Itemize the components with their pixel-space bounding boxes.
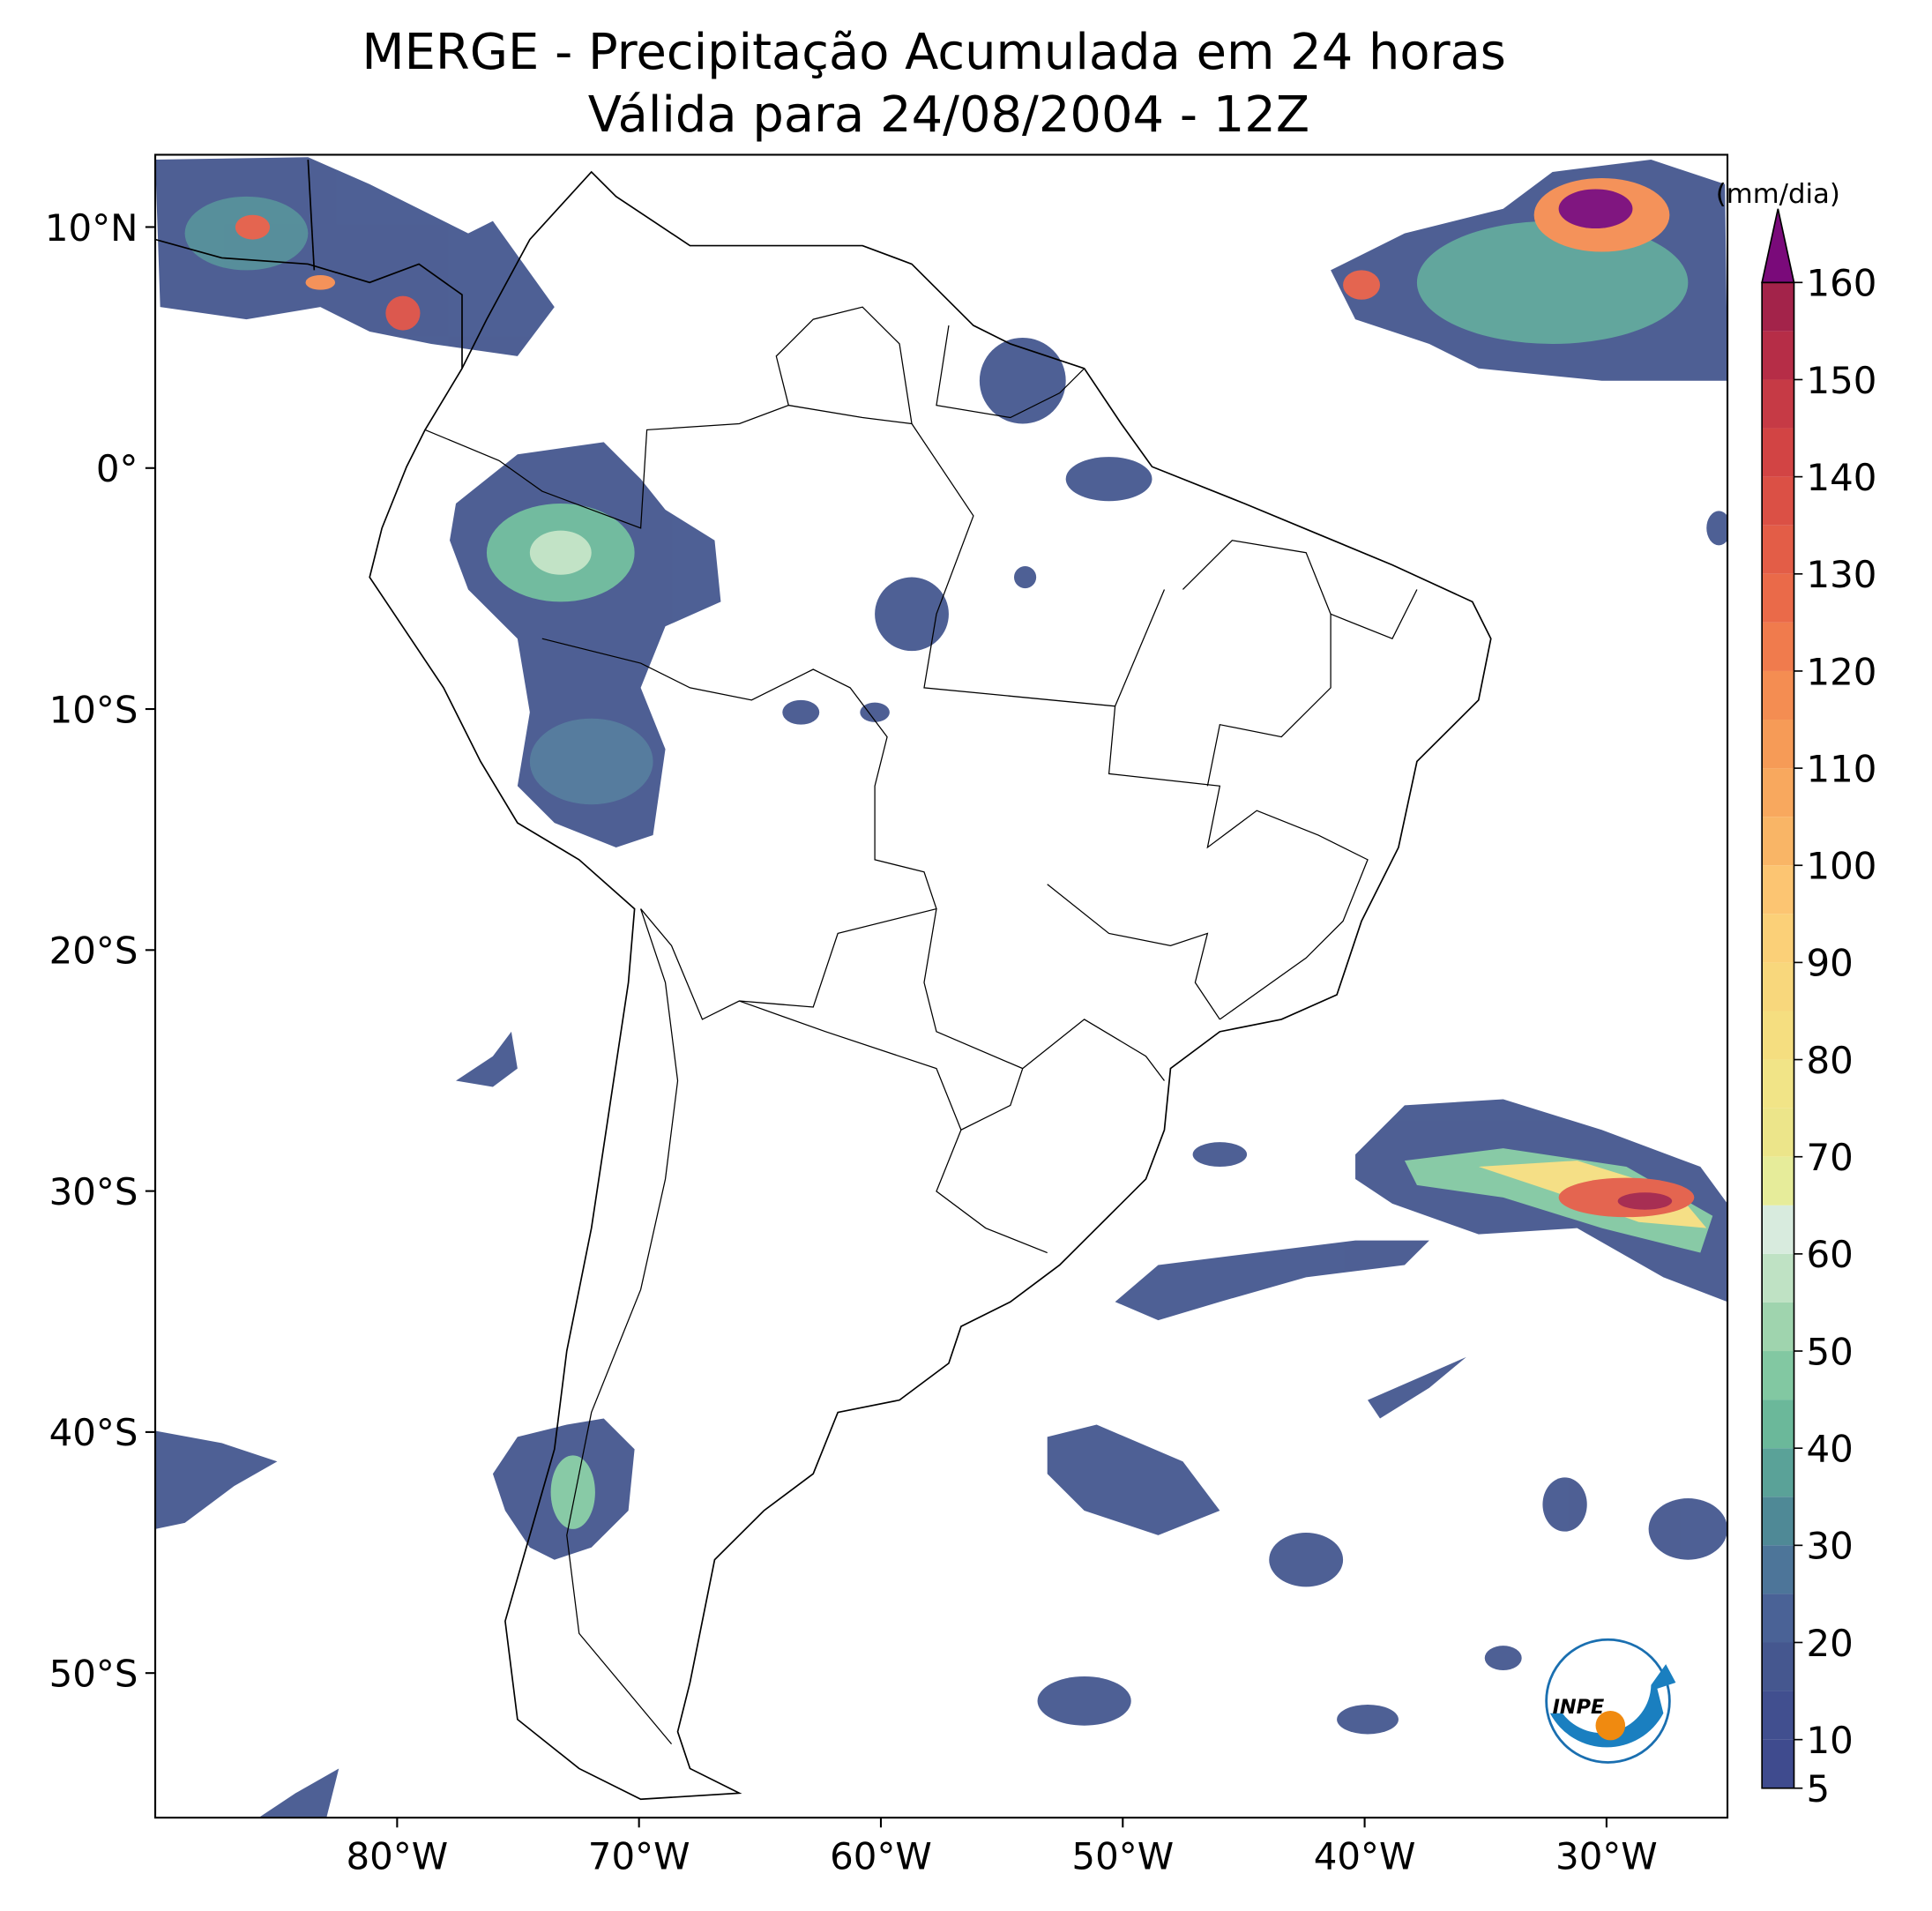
colorbar-band	[1762, 1545, 1794, 1594]
map-area: INPE	[155, 157, 1728, 1818]
y-tick-label: 20°S	[49, 929, 138, 973]
colorbar-label: (mm/dia)	[1716, 179, 1840, 210]
coastlines	[155, 160, 1492, 1801]
colorbar-band	[1762, 476, 1794, 526]
y-tick-label: 10°S	[49, 688, 138, 731]
plot-frame	[154, 153, 1729, 1819]
colorbar-frame	[1761, 281, 1795, 1789]
colorbar-band	[1762, 622, 1794, 671]
title: MERGE - Precipitação Acumulada em 24 hor…	[362, 24, 1506, 81]
colorbar-tick-label: 40	[1806, 1428, 1853, 1471]
x-tick-label: 80°W	[347, 1835, 449, 1878]
colorbar-band	[1762, 379, 1794, 429]
colorbar-band	[1762, 1205, 1794, 1254]
colorbar-band	[1762, 282, 1794, 332]
colorbar-band	[1762, 1497, 1794, 1546]
colorbar-tick-label: 70	[1806, 1136, 1853, 1179]
precipitation	[155, 157, 1728, 1818]
x-tick-label: 30°W	[1555, 1835, 1658, 1878]
colorbar-band	[1762, 1691, 1794, 1740]
x-tick-label: 50°W	[1071, 1835, 1174, 1878]
colorbar-band	[1762, 962, 1794, 1011]
colorbar-tick-label: 80	[1806, 1039, 1853, 1082]
colorbar-tick-label: 100	[1806, 845, 1876, 888]
y-tick-label: 0°	[96, 447, 138, 490]
logo: INPE	[1545, 1638, 1676, 1764]
colorbar-band	[1762, 331, 1794, 380]
subtitle: Válida para 24/08/2004 - 12Z	[588, 86, 1309, 144]
y-tick-label: 40°S	[49, 1411, 138, 1454]
colorbar-band	[1762, 914, 1794, 963]
colorbar-band	[1762, 1448, 1794, 1497]
borders	[424, 306, 1418, 1744]
colorbar-band	[1762, 1253, 1794, 1303]
colorbar-band	[1762, 1059, 1794, 1109]
y-tick-label: 10°N	[45, 206, 138, 250]
colorbar-tick-label: 110	[1806, 747, 1876, 790]
x-tick-label: 70°W	[588, 1835, 690, 1878]
colorbar-band	[1762, 1642, 1794, 1691]
x-tick-label: 60°W	[830, 1835, 932, 1878]
y-tick-label: 50°S	[49, 1653, 138, 1696]
colorbar-tick-label: 150	[1806, 359, 1876, 402]
colorbar-band	[1762, 1108, 1794, 1157]
colorbar-tick-label: 30	[1806, 1525, 1853, 1568]
logo-text: INPE	[1553, 1696, 1605, 1719]
colorbar-tick-label: 50	[1806, 1330, 1853, 1373]
colorbar-band	[1762, 1011, 1794, 1060]
colorbar-tick-label: 20	[1806, 1622, 1853, 1665]
colorbar-band	[1762, 1739, 1794, 1788]
colorbar-band	[1762, 1594, 1794, 1643]
colorbar-band	[1762, 1351, 1794, 1400]
colorbar-tick-label: 10	[1806, 1719, 1853, 1762]
colorbar-band	[1762, 428, 1794, 477]
colorbar-band	[1762, 573, 1794, 623]
colorbar-band	[1762, 817, 1794, 866]
colorbar-tick-label: 90	[1806, 942, 1853, 985]
x-tick-label: 40°W	[1314, 1835, 1416, 1878]
colorbar-band	[1762, 670, 1794, 720]
colorbar-tick-label: 140	[1806, 456, 1876, 499]
colorbar-band	[1762, 720, 1794, 769]
y-tick-label: 30°S	[49, 1170, 138, 1213]
colorbar-tick-label: 60	[1806, 1233, 1853, 1276]
colorbar-band	[1762, 1400, 1794, 1449]
colorbar-band	[1762, 865, 1794, 914]
colorbar-band	[1762, 768, 1794, 817]
colorbar-tick-label: 160	[1806, 262, 1876, 305]
colorbar-tick-label: 120	[1806, 650, 1876, 693]
colorbar-extend	[1761, 208, 1795, 284]
colorbar-tick-label: 5	[1806, 1767, 1830, 1810]
colorbar-tick-label: 130	[1806, 553, 1876, 596]
colorbar-band	[1762, 1302, 1794, 1352]
colorbar-band	[1762, 1156, 1794, 1206]
colorbar-band	[1762, 525, 1794, 574]
